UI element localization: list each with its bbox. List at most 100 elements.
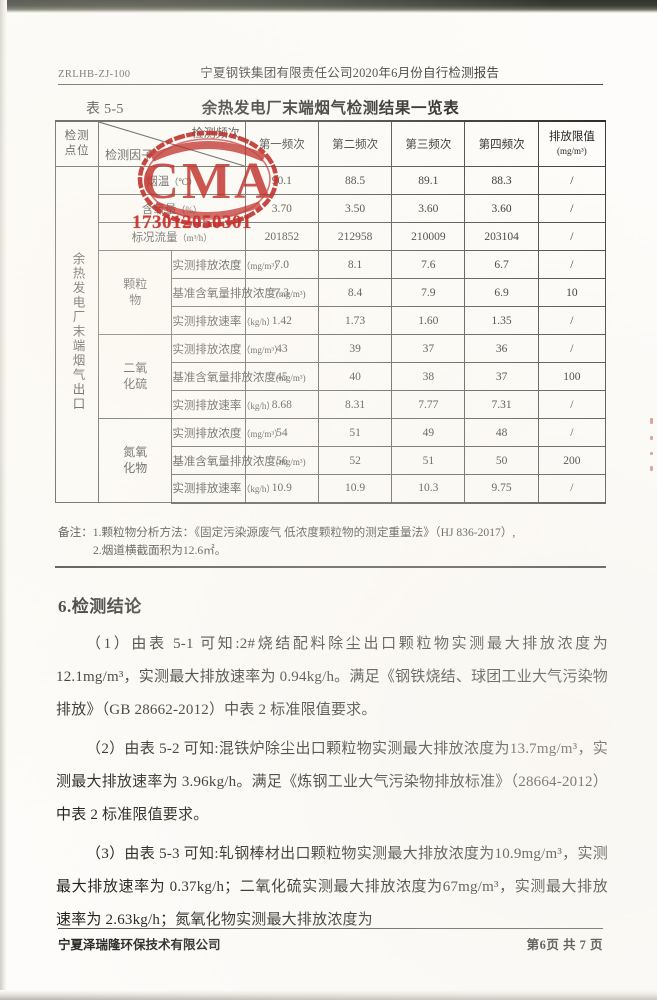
value-cell: 50 bbox=[464, 446, 539, 475]
value-cell: 3.60 bbox=[464, 194, 539, 223]
remark-line-1: 备注：1.颗粒物分析方法：《固定污染源废气 低浓度颗粒物的测定重量法》（HJ 8… bbox=[58, 524, 606, 542]
factor-cell: 实测排放浓度（mg/m³） bbox=[171, 334, 283, 363]
scan-bleed-mark bbox=[650, 436, 653, 440]
header-limit-text: 排放限值 bbox=[548, 130, 595, 143]
table-row: 氮氧化物 实测排放浓度（mg/m³） 54 51 49 48 / bbox=[56, 418, 607, 503]
scan-bleed-mark bbox=[650, 418, 653, 424]
page-number: 第6页 共 7 页 bbox=[526, 938, 603, 952]
value-cell: 8.4 bbox=[317, 278, 393, 307]
conclusion-paragraph-1: （1）由表 5-1 可知:2#烧结配料除尘出口颗粒物实测最大排放浓度为12.1m… bbox=[56, 636, 608, 718]
factor-cell: 基准含氧量排放浓度(mg/m³) bbox=[171, 362, 306, 391]
scan-bleed-mark bbox=[650, 452, 653, 455]
header-freq-4: 第四频次 bbox=[464, 120, 539, 167]
running-head: ZRLHB-ZJ-100 宁夏钢铁集团有限责任公司2020年6月份自行检测报告 bbox=[58, 62, 603, 81]
pollutant-group-cell: 二氧化硫 bbox=[98, 334, 173, 419]
monitoring-point-cell: 余热发电厂末端烟气出口 bbox=[54, 166, 100, 503]
document-header-title: 宁夏钢铁集团有限责任公司2020年6月份自行检测报告 bbox=[200, 66, 500, 80]
factor-cell: 含氧量（%） bbox=[98, 194, 246, 223]
limit-cell: 100 bbox=[537, 362, 607, 391]
value-cell: 203104 bbox=[464, 222, 539, 251]
factor-unit: （%） bbox=[176, 204, 202, 215]
pollutant-group-cell: 颗粒物 bbox=[98, 250, 173, 335]
limit-cell: / bbox=[537, 418, 607, 447]
factor-text: 基准含氧量排放浓度 bbox=[172, 455, 276, 468]
value-cell: 7.31 bbox=[464, 390, 539, 419]
limit-cell: / bbox=[537, 390, 607, 419]
table-header-row: 检测 点位 检测频次 检测因子 第一频次 第二频次 第三频次 第四频次 bbox=[54, 120, 607, 167]
header-freq-2: 第二频次 bbox=[317, 120, 393, 167]
header-rule bbox=[58, 84, 603, 85]
footer-rule bbox=[58, 928, 603, 929]
conclusions-body: （1）由表 5-1 可知:2#烧结配料除尘出口颗粒物实测最大排放浓度为12.1m… bbox=[56, 628, 608, 943]
table-row: 含氧量（%） 3.70 3.50 3.60 3.60 / bbox=[56, 194, 607, 223]
limit-cell: 200 bbox=[537, 446, 607, 475]
limit-cell: / bbox=[537, 474, 607, 504]
factor-cell: 实测排放速率（kg/h） bbox=[171, 474, 275, 504]
header-point-cell: 检测 点位 bbox=[54, 120, 100, 167]
scan-bleed-mark bbox=[650, 466, 653, 471]
value-cell: 10.3 bbox=[391, 474, 466, 504]
value-cell: 8.31 bbox=[317, 390, 393, 419]
value-cell: 10.9 bbox=[317, 474, 393, 504]
factor-cell: 标况流量（m³/h） bbox=[98, 222, 246, 251]
value-cell: 40 bbox=[317, 362, 393, 391]
limit-cell: 10 bbox=[537, 278, 607, 307]
value-cell: 212958 bbox=[317, 222, 393, 251]
page-footer: 宁夏泽瑞隆环保技术有限公司 第6页 共 7 页 bbox=[58, 934, 603, 953]
factor-text: 实测排放浓度 bbox=[172, 259, 242, 272]
factor-text: 标况流量 bbox=[131, 231, 178, 244]
value-cell: 51 bbox=[391, 446, 466, 475]
header-frequency-label: 检测频次 bbox=[191, 126, 240, 140]
factor-unit: （kg/h） bbox=[241, 484, 276, 495]
factor-text: 基准含氧量排放浓度 bbox=[172, 287, 276, 300]
value-cell: 6.9 bbox=[464, 278, 539, 307]
value-cell: 49 bbox=[391, 418, 466, 447]
factor-text: 实测排放速率 bbox=[172, 399, 242, 412]
table-caption: 表 5-5 余热发电厂末端烟气检测结果一览表 bbox=[58, 96, 603, 120]
limit-cell: / bbox=[537, 166, 607, 195]
table-row: 余热发电厂末端烟气出口 烟温（℃） 90.1 88.5 89.1 88.3 / bbox=[54, 166, 607, 503]
factor-unit: （℃） bbox=[169, 176, 198, 187]
conclusions-heading: 6.检测结论 bbox=[58, 597, 142, 616]
factor-unit: （m³/h） bbox=[177, 232, 213, 243]
limit-cell: / bbox=[537, 306, 607, 335]
header-limit-unit: (mg/m³) bbox=[557, 146, 587, 156]
table-row: 标况流量（m³/h） 201852 212958 210009 203104 / bbox=[56, 222, 607, 251]
value-cell: 9.75 bbox=[464, 474, 539, 504]
value-cell: 3.70 bbox=[244, 194, 319, 223]
value-cell: 7.6 bbox=[391, 250, 466, 279]
table-title: 余热发电厂末端烟气检测结果一览表 bbox=[201, 100, 460, 117]
factor-text: 实测排放浓度 bbox=[172, 427, 242, 440]
value-cell: 38 bbox=[391, 362, 466, 391]
factor-cell: 基准含氧量排放浓度(mg/m³) bbox=[171, 278, 306, 307]
value-cell: 52 bbox=[317, 446, 393, 475]
factor-cell: 实测排放浓度（mg/m³） bbox=[171, 418, 283, 447]
limit-cell: / bbox=[537, 222, 607, 251]
header-factor-label: 检测因子 bbox=[105, 148, 154, 162]
factor-cell: 实测排放速率（kg/h） bbox=[171, 390, 275, 419]
factor-cell: 基准含氧量排放浓度(mg/m³) bbox=[171, 446, 306, 475]
value-cell: 51 bbox=[317, 418, 393, 447]
value-cell: 48 bbox=[464, 418, 539, 447]
value-cell: 7.77 bbox=[391, 390, 466, 419]
factor-text: 含氧量 bbox=[141, 203, 177, 216]
factor-unit: （kg/h） bbox=[241, 316, 276, 327]
header-point-line2: 点位 bbox=[64, 145, 90, 157]
pollutant-group-cell: 氮氧化物 bbox=[98, 418, 173, 503]
emission-results-table: 检测 点位 检测频次 检测因子 第一频次 第二频次 第三频次 第四频次 bbox=[54, 120, 607, 504]
remark-text-1: 1.颗粒物分析方法：《固定污染源废气 低浓度颗粒物的测定重量法》（HJ 836-… bbox=[92, 526, 516, 539]
limit-cell: / bbox=[537, 250, 607, 279]
factor-cell: 实测排放浓度（mg/m³） bbox=[171, 250, 283, 279]
pollutant-group-label: 颗粒物 bbox=[123, 276, 148, 308]
header-freq-3: 第三频次 bbox=[391, 120, 466, 167]
factor-unit: （kg/h） bbox=[241, 400, 276, 411]
factor-cell: 实测排放速率（kg/h） bbox=[171, 306, 275, 335]
value-cell: 37 bbox=[391, 334, 466, 363]
table-row: 颗粒物 实测排放浓度（mg/m³） 7.0 8.1 7.6 6.7 / bbox=[56, 250, 607, 335]
value-cell: 88.3 bbox=[464, 166, 539, 195]
conclusion-paragraph-2: （2）由表 5-2 可知:混铁炉除尘出口颗粒物实测最大排放浓度为13.7mg/m… bbox=[56, 741, 608, 823]
value-cell: 1.73 bbox=[317, 306, 393, 335]
monitoring-point-label: 余热发电厂末端烟气出口 bbox=[70, 252, 85, 412]
value-cell: 1.35 bbox=[464, 306, 539, 335]
factor-text: 实测排放浓度 bbox=[172, 343, 242, 356]
